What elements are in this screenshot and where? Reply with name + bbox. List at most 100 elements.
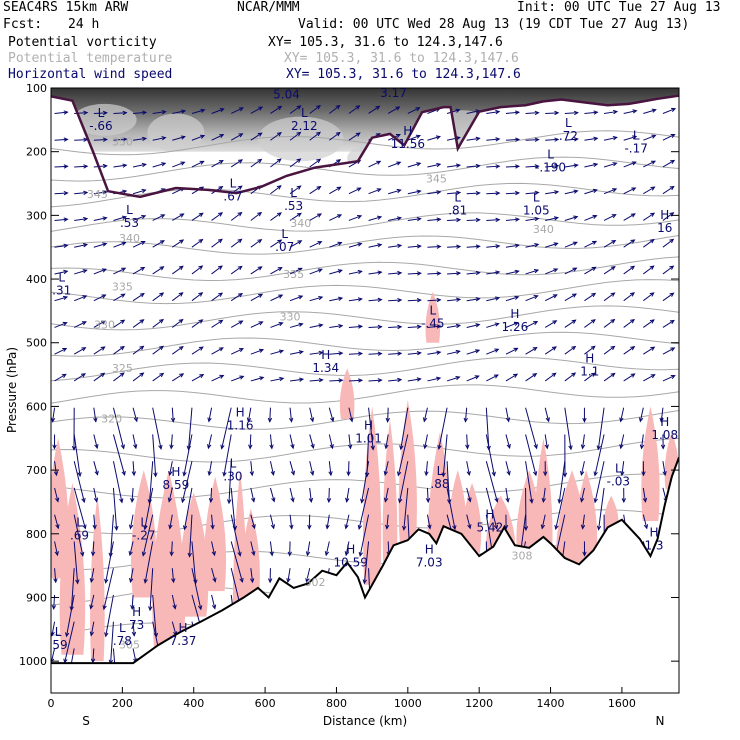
theta-label: 325 <box>112 362 133 375</box>
wind-vector <box>623 239 636 248</box>
wind-vector <box>447 244 462 249</box>
extremum-value: .53 <box>284 199 303 213</box>
extremum-L: L.31 <box>52 271 71 298</box>
wind-vector <box>329 131 341 141</box>
wind-vector <box>427 190 442 195</box>
wind-vector <box>172 161 186 168</box>
wind-vector <box>427 135 442 141</box>
wind-vector <box>54 164 69 169</box>
wind-vector <box>485 434 496 477</box>
wind-vector <box>211 374 225 382</box>
wind-vector <box>523 487 529 532</box>
wind-vector <box>603 266 616 275</box>
extremum-type: H <box>585 351 594 365</box>
wind-vector <box>564 189 579 195</box>
wind-vector <box>505 487 510 503</box>
wind-vector <box>466 270 481 276</box>
wind-vector <box>388 161 402 168</box>
wind-vector <box>486 270 501 275</box>
wind-vector <box>226 461 232 505</box>
wind-vector <box>89 568 95 584</box>
wind-vector <box>309 158 322 168</box>
wind-vector <box>289 105 302 114</box>
wind-vector <box>564 215 579 221</box>
wind-vector <box>309 268 323 275</box>
wind-vector <box>584 292 597 302</box>
wind-vector <box>309 295 324 302</box>
wind-vector <box>152 136 167 141</box>
extremum-L: L.78 <box>113 621 132 648</box>
extremum-L: L.72 <box>559 116 578 143</box>
wind-vector <box>424 461 429 477</box>
extremum-H: H7.37 <box>170 621 197 648</box>
wind-vector <box>427 376 442 382</box>
wind-vector <box>172 109 187 114</box>
wind-vector <box>466 514 472 530</box>
wind-vector <box>152 109 167 115</box>
wind-vector <box>407 377 422 382</box>
wind-vector <box>621 487 626 504</box>
wind-vector <box>446 163 462 168</box>
extremum-L: L.88 <box>430 464 449 491</box>
wind-vector <box>407 216 422 222</box>
theta-contour-8 <box>51 331 679 357</box>
extremum-L: L.07 <box>275 227 294 254</box>
wind-vector <box>54 347 68 355</box>
wind-vector <box>643 319 655 328</box>
extremum-type: H <box>236 406 245 420</box>
wind-vector <box>643 186 656 195</box>
wind-vector <box>447 190 462 196</box>
wind-vector <box>269 487 276 503</box>
wind-vector <box>584 266 597 275</box>
wind-vector <box>172 239 185 248</box>
wind-vector <box>132 214 147 221</box>
wind-vector <box>623 373 636 382</box>
wind-vector <box>54 514 60 530</box>
extremum-type: L <box>281 227 288 241</box>
wind-vector <box>324 541 330 557</box>
wind-vector <box>250 376 265 382</box>
extremum-L: L-.45 <box>421 304 444 331</box>
wind-vector <box>113 319 126 328</box>
wind-vector <box>267 568 273 584</box>
wind-vector <box>584 240 598 248</box>
wind-vector <box>112 407 125 450</box>
wind-vector <box>446 375 461 382</box>
extremum-value: -.66 <box>89 119 112 133</box>
wind-vector <box>384 514 390 530</box>
wind-vector <box>112 461 124 504</box>
wind-vector <box>74 269 88 275</box>
wind-vector <box>93 163 108 169</box>
extremum-type: L <box>437 464 444 478</box>
wind-vector <box>73 321 87 328</box>
x-tick-label: 200 <box>112 697 133 710</box>
wind-vector <box>289 514 294 530</box>
wind-vector <box>603 240 617 248</box>
wind-vector <box>643 160 657 168</box>
wind-vector <box>358 514 370 557</box>
extremum-L: L1.05 <box>523 190 550 217</box>
wind-vector <box>447 297 462 302</box>
wind-vector <box>90 541 96 557</box>
wind-vector <box>250 321 264 328</box>
wind-vector <box>211 159 224 168</box>
wind-vector <box>466 349 481 355</box>
wind-vector <box>152 162 167 168</box>
wind-vector <box>564 293 577 302</box>
wind-vector <box>466 163 481 169</box>
x-tick-label: 0 <box>48 697 55 710</box>
wind-vector <box>207 434 213 450</box>
extremum-value: 1.1 <box>580 364 599 378</box>
wind-vector <box>93 268 108 275</box>
extremum-H: H10.59 <box>334 542 368 569</box>
wind-vector <box>505 373 519 382</box>
wind-vector <box>249 568 255 584</box>
wind-vector <box>191 292 204 302</box>
wind-vector <box>466 244 481 249</box>
extremum-value: -.27 <box>132 529 155 543</box>
wind-vector <box>309 185 322 195</box>
wind-vector <box>128 541 134 557</box>
extremum-value: 5.42 <box>477 520 504 534</box>
wind-vector <box>545 242 559 248</box>
wind-vector <box>396 434 409 477</box>
